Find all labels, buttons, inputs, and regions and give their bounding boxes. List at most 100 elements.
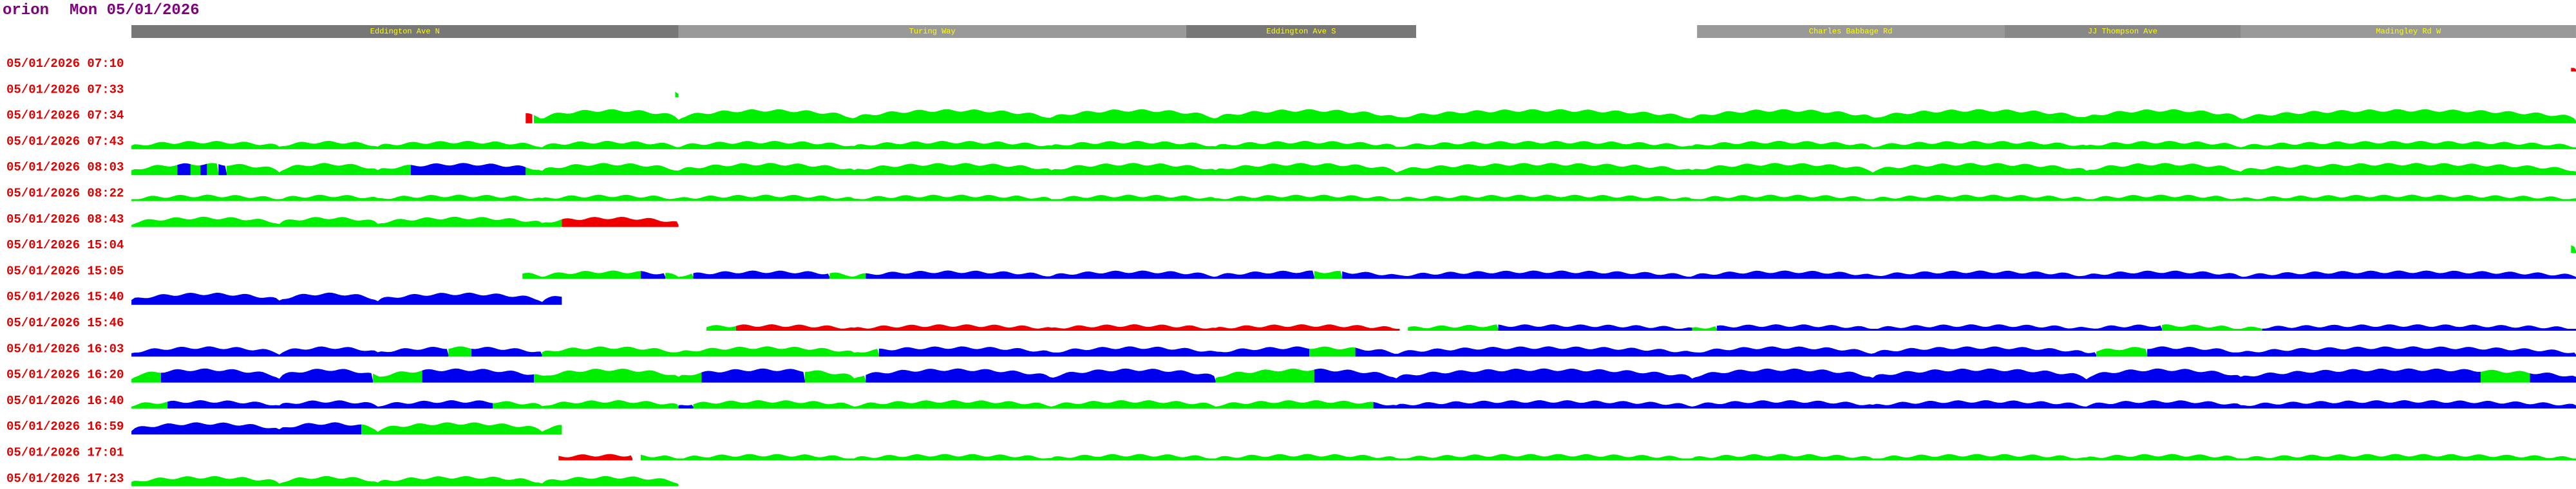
traffic-profile (493, 400, 679, 409)
traffic-profile (1498, 324, 1692, 331)
street-bar (131, 25, 679, 38)
traffic-profile (1408, 324, 1499, 331)
traffic-profile (1716, 324, 2163, 331)
traffic-profile (361, 422, 562, 435)
street-label: Eddington Ave S (1266, 27, 1336, 36)
traffic-profile (1342, 270, 2576, 279)
traffic-profile (534, 368, 702, 383)
traffic-profile (878, 346, 1310, 357)
traffic-profile (678, 405, 694, 409)
traffic-profile (131, 140, 2576, 149)
row-time-label: 05/01/2026 17:23 (6, 472, 124, 486)
traffic-profile (534, 109, 2576, 124)
traffic-profile (522, 270, 641, 279)
row-time-label: 05/01/2026 17:01 (6, 446, 124, 460)
row-time-label: 05/01/2026 07:33 (6, 82, 124, 97)
traffic-profile (410, 163, 526, 176)
traffic-profile (735, 324, 1400, 331)
traffic-profile (227, 163, 411, 176)
row-time-label: 05/01/2026 15:04 (6, 238, 124, 252)
street-bar (2240, 25, 2576, 38)
traffic-profile (2571, 68, 2576, 71)
row-time-label: 05/01/2026 07:10 (6, 57, 124, 71)
street-label: Charles Babbage Rd (1809, 27, 1893, 36)
traffic-profile (190, 164, 201, 176)
traffic-profile (2162, 324, 2262, 331)
street-label: JJ Thompson Ave (2088, 27, 2157, 36)
traffic-profile (131, 292, 562, 305)
traffic-profile (2096, 347, 2148, 357)
traffic-profile (2262, 324, 2576, 331)
traffic-profile (131, 216, 562, 227)
row-time-label: 05/01/2026 16:20 (6, 368, 124, 382)
traffic-profile (177, 163, 191, 176)
street-label: Madingley Rd W (2376, 27, 2441, 36)
row-time-label: 05/01/2026 08:03 (6, 160, 124, 174)
traffic-profile (675, 91, 679, 98)
date-title: Mon 05/01/2026 (70, 2, 200, 19)
traffic-profile (665, 273, 694, 279)
row-time-label: 05/01/2026 15:46 (6, 316, 124, 330)
traffic-profile (562, 217, 679, 227)
traffic-profile (640, 271, 666, 279)
traffic-profile (2530, 373, 2576, 383)
traffic-profile (131, 194, 2576, 201)
traffic-profile (1373, 400, 2576, 409)
row-time-label: 05/01/2026 16:03 (6, 342, 124, 356)
traffic-profile (1314, 271, 1343, 279)
traffic-profile (1355, 346, 2097, 357)
traffic-profile (131, 346, 449, 357)
traffic-profile (829, 272, 866, 279)
row-time-label: 05/01/2026 15:40 (6, 290, 124, 304)
traffic-profile (218, 164, 227, 176)
traffic-profile (207, 163, 219, 176)
row-time-label: 05/01/2026 16:59 (6, 420, 124, 434)
traffic-profile (1215, 368, 1314, 383)
traffic-profile (526, 113, 533, 124)
street-bar (2004, 25, 2241, 38)
traffic-profile (866, 368, 1216, 383)
traffic-profile (131, 475, 679, 486)
row-time-label: 05/01/2026 07:43 (6, 134, 124, 149)
traffic-profile (693, 400, 1374, 409)
traffic-profile (526, 163, 2576, 176)
traffic-profile (542, 346, 879, 357)
traffic-profile (693, 270, 830, 279)
traffic-profile (2481, 369, 2530, 383)
street-label: Turing Way (909, 27, 956, 36)
app-title: orion (3, 2, 49, 19)
traffic-profile (866, 270, 1314, 279)
traffic-profile (558, 454, 633, 461)
row-time-label: 05/01/2026 15:05 (6, 264, 124, 278)
traffic-profile (701, 368, 805, 383)
traffic-profile (131, 165, 178, 176)
traffic-profile (706, 325, 736, 331)
traffic-profile (805, 370, 866, 383)
traffic-profile (1309, 346, 1356, 357)
traffic-profile (373, 370, 422, 383)
traffic-profile (131, 371, 161, 383)
traffic-profile (161, 368, 374, 383)
row-time-label: 05/01/2026 08:22 (6, 187, 124, 201)
traffic-profile (471, 347, 542, 357)
street-label: Eddington Ave N (370, 27, 440, 36)
row-time-label: 05/01/2026 16:40 (6, 394, 124, 408)
street-bar (1186, 25, 1416, 38)
row-time-label: 05/01/2026 07:34 (6, 109, 124, 123)
traffic-profile (422, 368, 535, 383)
street-bar (1697, 25, 2005, 38)
traffic-profile (131, 422, 362, 435)
row-time-label: 05/01/2026 08:43 (6, 212, 124, 226)
traffic-profile (640, 454, 2576, 461)
traffic-profile (131, 401, 168, 409)
traffic-profile (448, 346, 472, 357)
street-bar (678, 25, 1186, 38)
traffic-profile (200, 163, 207, 176)
traffic-profile (1692, 326, 1717, 331)
traffic-profile (2571, 245, 2576, 254)
traffic-profile (167, 400, 493, 409)
traffic-profile (2147, 346, 2576, 357)
traffic-profile (1314, 368, 2481, 383)
